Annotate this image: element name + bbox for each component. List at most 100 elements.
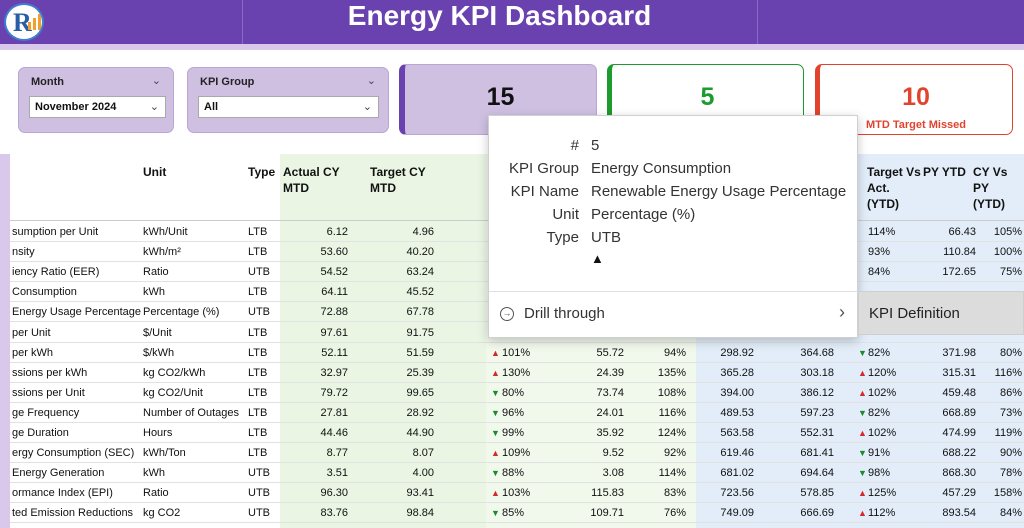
ly-mtd-cell: 9.52 (602, 447, 624, 460)
target-vs-act-ytd-cell: 82% (868, 406, 891, 419)
kpi-name-cell: iency Ratio (EER) (12, 266, 100, 279)
header-unit: Unit (143, 165, 167, 179)
table-row[interactable]: Energy Generation kWh UTB 3.51 4.00 88% 3.08 11… (10, 463, 1024, 484)
type-cell: LTB (248, 326, 268, 339)
header-cy-vs-py-ytd: CY Vs PY (YTD) (973, 165, 1008, 211)
kpi-definition-menu-item[interactable]: KPI Definition (858, 291, 1024, 335)
kpi-group-value: All (204, 101, 219, 113)
ly-mtd-cell: 3.08 (602, 467, 624, 480)
kpi-definition-label: KPI Definition (869, 305, 960, 322)
unit-cell: Percentage (%) (143, 306, 220, 319)
ly-pct-cell: 135% (657, 366, 686, 379)
target-met-value: 5 (700, 83, 715, 111)
actual-cy-mtd-cell: 64.11 (321, 286, 348, 299)
mtd-pct-cell: 109% (502, 447, 531, 460)
kpi-name-cell: sumption per Unit (12, 226, 99, 238)
month-slicer[interactable]: Month ⌄ November 2024 ⌄ (18, 67, 174, 133)
unit-cell: Ratio (143, 487, 169, 500)
kpi-name-cell: ted Emission Reductions (12, 507, 134, 520)
target-vs-act-ytd-cell: 98% (868, 467, 891, 480)
table-row[interactable]: per kWh $/kWh LTB 52.11 51.59 101% 55.72 94% 298… (10, 343, 1024, 363)
mtd-pct-cell: 99% (502, 427, 525, 439)
type-cell: UTB (248, 507, 270, 520)
drill-through-menu-item[interactable]: → Drill through › (489, 292, 859, 337)
cy-ytd-cell: 394.00 (720, 386, 754, 399)
arrow-up-icon: ▲ (491, 347, 500, 358)
py-ytd-cell: 110.84 (943, 246, 976, 259)
unit-cell: $/kWh (143, 346, 175, 359)
chevron-down-icon[interactable]: ⌄ (366, 75, 376, 87)
chevron-down-icon: ⌄ (362, 101, 372, 113)
mtd-pct-cell: 130% (502, 366, 531, 379)
mtd-pct-cell: 80% (502, 386, 525, 399)
header-actual-cy-mtd: Actual CY MTD (283, 165, 340, 195)
type-cell: UTB (248, 266, 270, 279)
target-cy-mtd-cell: 4.00 (412, 467, 434, 480)
unit-cell: kg CO2/Unit (143, 386, 203, 399)
unit-cell: kWh/m² (143, 246, 181, 259)
table-row[interactable]: ge Duration Hours LTB 44.46 44.90 99% 35.92 124… (10, 423, 1024, 443)
kpi-name-cell: nsity (12, 246, 35, 259)
kpi-group-dropdown[interactable]: All ⌄ (198, 96, 379, 118)
ly-pct-cell: 114% (658, 467, 686, 480)
chevron-down-icon[interactable]: ⌄ (151, 75, 161, 87)
header-target-cy-mtd: Target CY MTD (370, 165, 426, 195)
arrow-up-icon: ▲ (858, 508, 867, 519)
table-row[interactable]: ted Emission Reductions kg CO2 UTB 83.76 98.… (10, 503, 1024, 524)
header-py-ytd: PY YTD (923, 165, 966, 179)
target-cy-mtd-cell: 25.39 (406, 366, 434, 379)
ly-pct-cell: 94% (663, 346, 686, 359)
py-ytd-cell: 668.89 (942, 406, 976, 419)
cy-vs-py-cell: 90% (999, 447, 1022, 460)
kpi-group-slicer[interactable]: KPI Group ⌄ All ⌄ (187, 67, 389, 133)
actual-cy-mtd-cell: 27.81 (320, 406, 348, 419)
target-cy-mtd-cell: 51.59 (406, 346, 434, 359)
mtd-pct-cell: 85% (502, 507, 525, 520)
tooltip-field-value: UTB (591, 229, 621, 246)
unit-cell: $/Unit (143, 326, 172, 339)
py-ytd-cell: 893.54 (942, 507, 976, 520)
target-missed-card[interactable]: 10 MTD Target Missed (815, 64, 1013, 135)
unit-cell: Number of Outages (143, 406, 239, 419)
header-target-vs-act-ytd: Target Vs Act. (YTD) (867, 165, 921, 211)
arrow-down-icon: ▼ (858, 448, 867, 459)
py-ytd-cell: 371.98 (942, 346, 976, 359)
target-cy-mtd-cell: 40.20 (406, 246, 434, 259)
table-row[interactable]: ssions per kWh kg CO2/kWh LTB 32.97 25.39 130… (10, 363, 1024, 383)
tooltip-field-value: Percentage (%) (591, 206, 696, 223)
chevron-down-icon: ⌄ (149, 101, 159, 113)
table-row[interactable]: ergy Consumption (SEC) kWh/Ton LTB 8.77 8.07… (10, 443, 1024, 464)
cy-ytd-cell: 723.56 (720, 487, 754, 500)
kpi-name-cell: ergy Consumption (SEC) (12, 447, 135, 460)
target-cy-mtd-cell: 4.96 (412, 226, 434, 238)
unit-cell: kg CO2/kWh (143, 366, 206, 379)
table-row[interactable]: ssions per Unit kg CO2/Unit LTB 79.72 99.65 8… (10, 383, 1024, 403)
py-ytd-cell: 66.43 (948, 226, 976, 238)
type-cell: UTB (248, 467, 270, 480)
header-type: Type (248, 165, 276, 179)
month-value: November 2024 (35, 101, 117, 113)
month-dropdown[interactable]: November 2024 ⌄ (29, 96, 166, 118)
arrow-up-icon: ▲ (491, 448, 500, 459)
type-cell: UTB (248, 306, 270, 319)
arrow-down-icon: ▼ (491, 407, 500, 418)
ly-mtd-cell: 35.92 (596, 427, 624, 439)
type-cell: LTB (248, 226, 268, 238)
ly-mtd-cell: 55.72 (596, 346, 624, 359)
table-row[interactable]: ge Frequency Number of Outages LTB 27.81 28.… (10, 403, 1024, 423)
target-cy-mtd-cell: 91.75 (406, 326, 434, 339)
actual-cy-mtd-cell: 97.61 (320, 326, 348, 339)
unit-cell: Ratio (143, 266, 169, 279)
target-vs-act-ytd-cell: 102% (868, 386, 897, 399)
table-row[interactable]: ormance Index (EPI) Ratio UTB 96.30 93.41 103… (10, 483, 1024, 504)
actual-cy-mtd-cell: 32.97 (320, 366, 348, 379)
type-cell: LTB (248, 286, 268, 299)
table-row[interactable]: per Unit $/Unit LTB 97.61 91.75 (10, 323, 1024, 343)
chevron-right-icon: › (839, 302, 845, 322)
tooltip-field-key: Type (546, 229, 579, 246)
type-cell: LTB (248, 246, 268, 259)
target-vs-act-ytd-cell: 93% (868, 246, 891, 259)
type-cell: LTB (248, 366, 268, 379)
rk-logo-icon: R (4, 3, 44, 41)
